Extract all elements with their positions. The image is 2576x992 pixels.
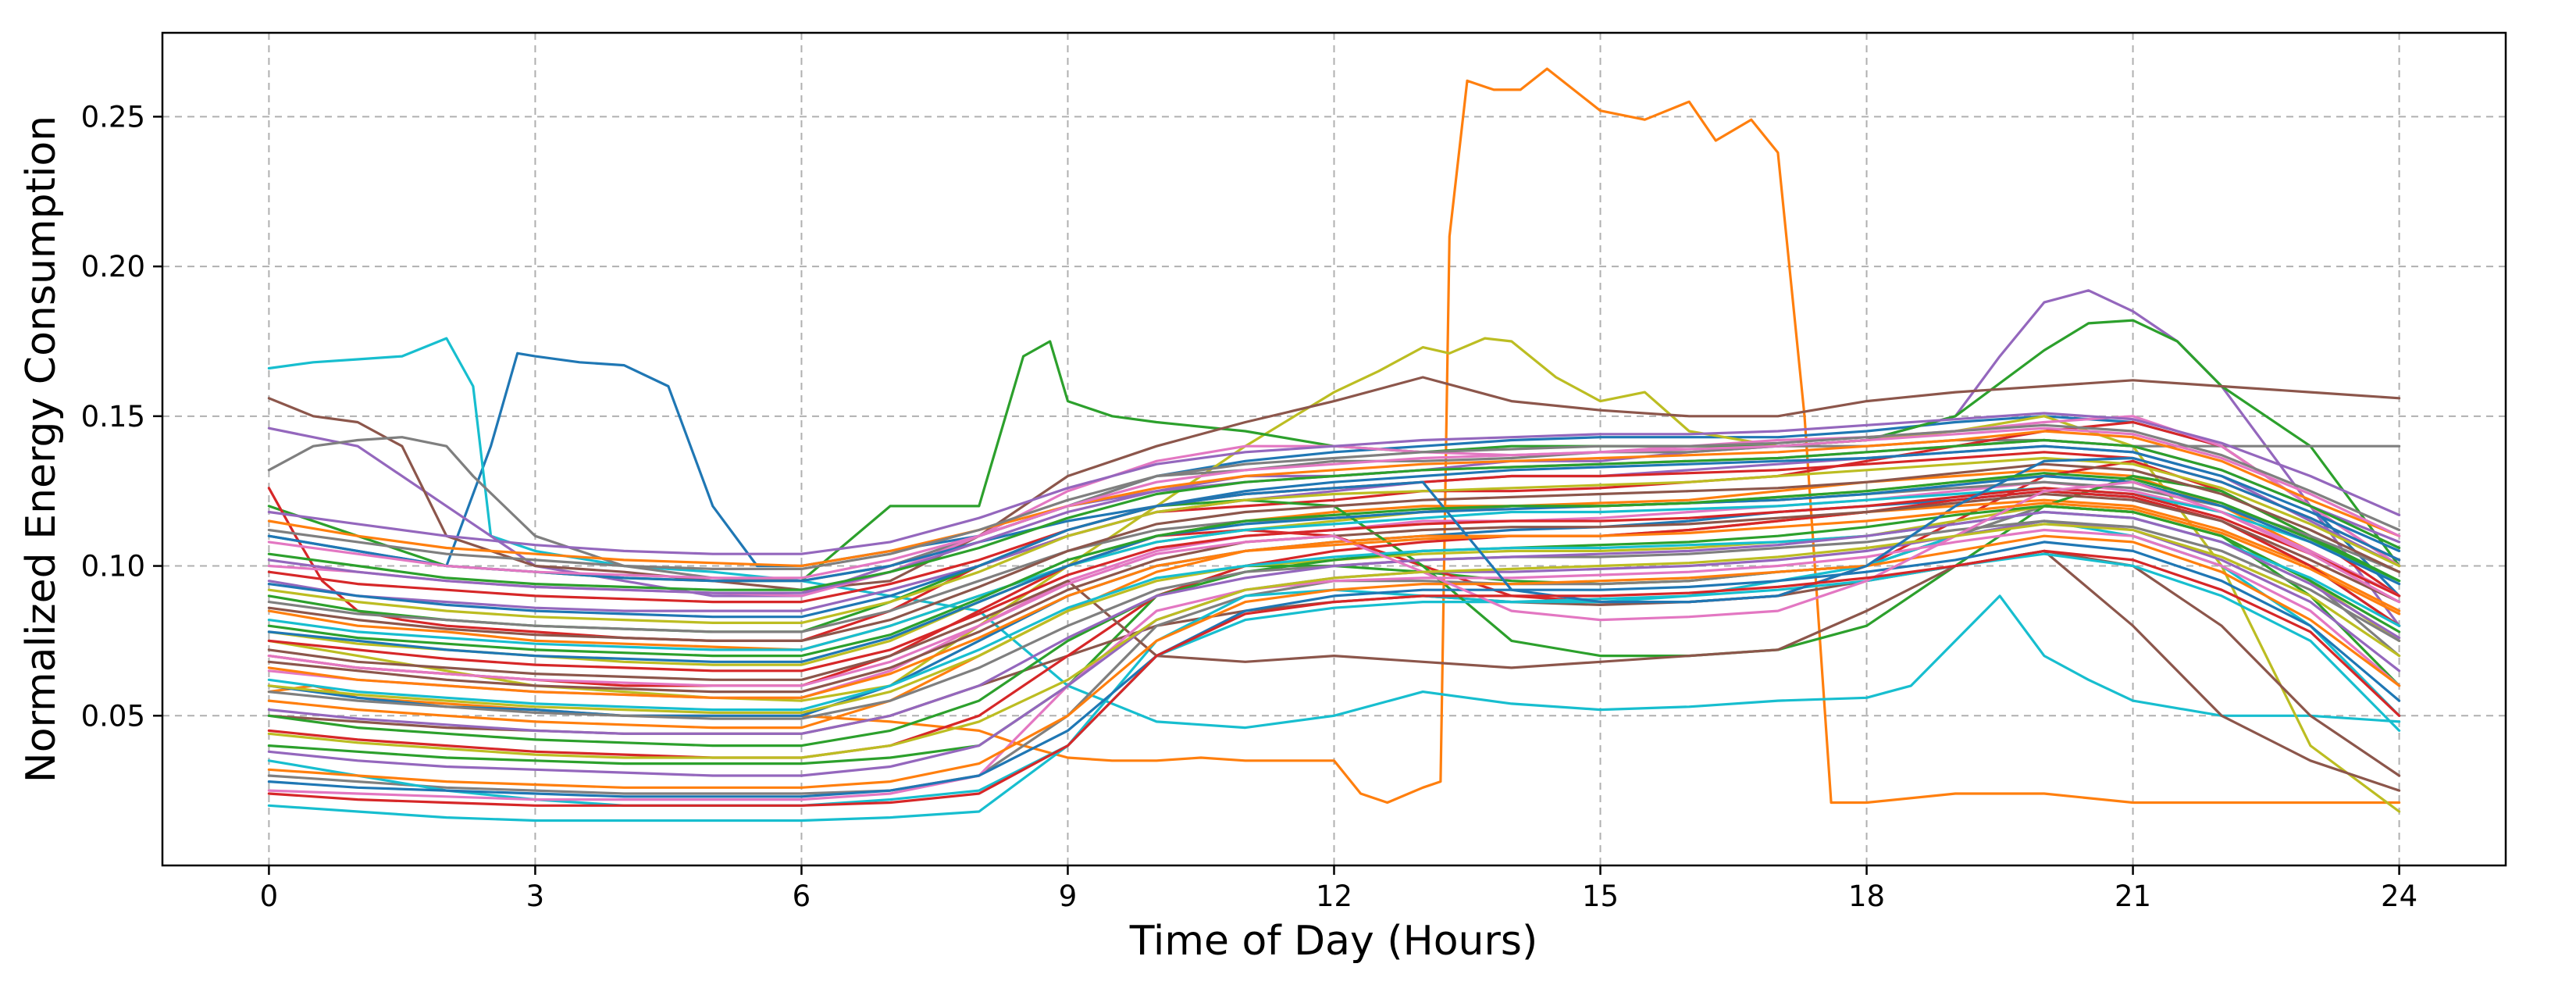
series-line-55 <box>267 412 2401 555</box>
series-line-53 <box>267 472 2401 658</box>
series-line-52 <box>267 501 2401 699</box>
x-tick-label: 15 <box>1582 880 1619 913</box>
series-line-49 <box>267 423 2401 571</box>
x-tick-label: 6 <box>793 880 811 913</box>
y-tick-label: 0.10 <box>81 550 145 583</box>
series-line-45 <box>267 510 2401 735</box>
series-line-43 <box>267 438 2401 591</box>
series-line-48 <box>267 480 2401 687</box>
x-tick-label: 18 <box>1848 880 1885 913</box>
series-line-50 <box>267 523 2401 759</box>
x-tick-label: 9 <box>1059 880 1078 913</box>
x-axis-label: Time of Day (Hours) <box>1129 918 1538 965</box>
y-tick-label: 0.25 <box>81 100 145 134</box>
y-axis-label: Normalized Energy Consumption <box>18 116 65 783</box>
series-lines <box>267 67 2401 823</box>
y-tick-label: 0.20 <box>81 250 145 284</box>
series-line-7 <box>267 376 2401 591</box>
series-line-8 <box>267 436 2401 583</box>
series-line-27 <box>267 528 2401 801</box>
series-line-31 <box>267 541 2401 798</box>
y-tick-label: 0.15 <box>81 400 145 434</box>
x-tick-label: 3 <box>526 880 545 913</box>
series-line-41 <box>267 474 2401 663</box>
series-line-21 <box>267 444 2401 583</box>
series-line-47 <box>267 552 2401 823</box>
grid <box>162 33 2506 865</box>
y-tick-label: 0.05 <box>81 699 145 733</box>
x-tick-label: 24 <box>2381 880 2417 913</box>
series-line-12 <box>267 469 2401 651</box>
series-line-9 <box>267 420 2401 643</box>
series-line-42 <box>267 534 2401 789</box>
series-line-3 <box>267 337 2401 730</box>
x-axis-ticks: 0 3 6 9 12 15 18 21 24 <box>260 865 2417 913</box>
series-line-51 <box>267 456 2401 619</box>
series-line-32 <box>267 430 2401 568</box>
series-line-46 <box>267 462 2401 643</box>
series-line-22 <box>267 498 2401 730</box>
series-line-54 <box>267 549 2401 807</box>
y-axis-ticks: 0.05 0.10 0.15 0.20 0.25 <box>81 100 162 733</box>
series-line-37 <box>267 426 2401 580</box>
series-line-44 <box>267 487 2401 673</box>
series-line-33 <box>267 505 2401 748</box>
series-line-39 <box>267 456 2401 625</box>
x-tick-label: 21 <box>2115 880 2151 913</box>
x-tick-label: 12 <box>1316 880 1352 913</box>
x-tick-label: 0 <box>260 880 279 913</box>
